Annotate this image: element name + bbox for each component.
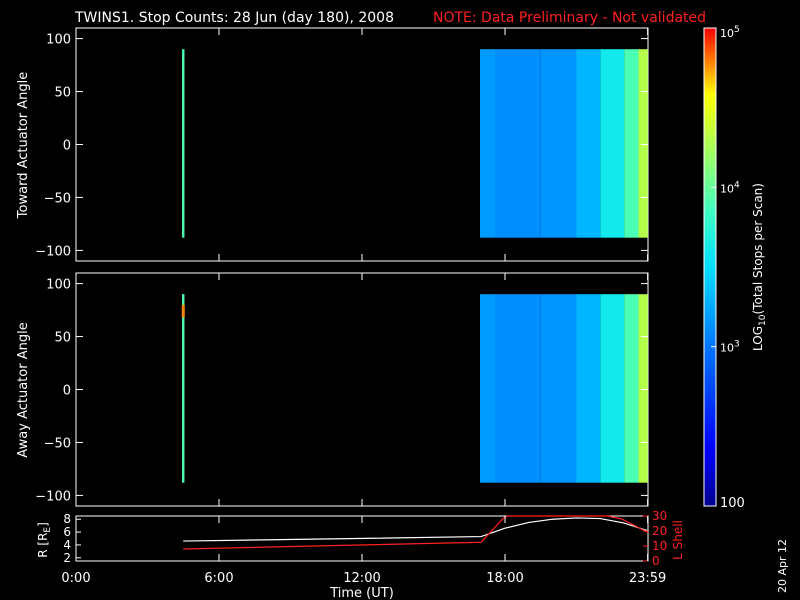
r-tick-label: 2: [63, 551, 71, 565]
panel-toward: 100 50 0 −50 −100 Toward Actuator Angle: [16, 27, 649, 262]
away-hotspot: [181, 304, 185, 318]
time-tick-label: 23:59: [629, 571, 666, 586]
colorbar-tick-label: 105: [720, 25, 740, 40]
toward-segment-3: [540, 49, 577, 238]
toward-segment-6: [624, 49, 639, 238]
heatmap-toward: [182, 49, 648, 238]
r-tick-label: 8: [63, 512, 71, 526]
colorbar-tick-label: 100: [720, 496, 745, 511]
colorbar-tick-label: 104: [720, 180, 740, 195]
ylabel-toward: Toward Actuator Angle: [16, 72, 31, 219]
time-tick-label: 0:00: [61, 571, 90, 586]
colorbar-tick-label: 103: [720, 340, 740, 355]
preliminary-note: NOTE: Data Preliminary - Not validated: [433, 10, 706, 26]
toward-segment-5: [600, 49, 625, 238]
lshell-tick-label: 10: [652, 539, 667, 553]
chart-title: TWINS1. Stop Counts: 28 Jun (day 180), 2…: [74, 10, 394, 26]
away-ytick-label: 50: [54, 331, 71, 346]
away-segment-2: [495, 294, 541, 483]
time-tick-label: 18:00: [486, 571, 523, 586]
away-ytick-label: −50: [44, 436, 71, 451]
date-stamp: 20 Apr 12: [776, 539, 789, 593]
toward-segment-1: [479, 49, 496, 238]
toward-segment-0: [182, 49, 185, 238]
ylabel-lshell: L Shell: [671, 520, 685, 560]
ylabel-away: Away Actuator Angle: [16, 322, 31, 457]
xlabel-time: Time (UT): [329, 586, 394, 600]
time-tick-label: 12:00: [343, 571, 380, 586]
away-segment-4: [576, 294, 601, 483]
away-ytick-label: 100: [46, 278, 71, 293]
toward-ytick-label: −50: [44, 191, 71, 206]
colorbar: 105 104 103 100 LOG10(Total Stops per Scan): [703, 25, 768, 511]
toward-segment-4: [576, 49, 601, 238]
lshell-tick-label: 20: [652, 524, 667, 538]
lshell-tick-label: 30: [652, 509, 667, 523]
toward-ytick-label: −100: [35, 244, 71, 259]
away-segment-0: [182, 294, 185, 483]
away-segment-3: [540, 294, 577, 483]
colorbar-label: LOG10(Total Stops per Scan): [751, 183, 768, 351]
panel-away: 100 50 0 −50 −100 Away Actuator Angle: [16, 272, 649, 507]
toward-ytick-label: 100: [46, 33, 71, 48]
colorbar-gradient: [703, 27, 717, 507]
away-segment-6: [624, 294, 639, 483]
r-trace: [183, 517, 649, 542]
toward-ytick-label: 50: [54, 86, 71, 101]
r-tick-label: 6: [63, 525, 71, 539]
ylabel-r: R [RE]: [36, 522, 53, 558]
heatmap-away: [181, 294, 648, 483]
lshell-trace: [183, 515, 649, 550]
time-tick-label: 6:00: [204, 571, 233, 586]
ephemeris-traces: [183, 515, 649, 550]
y-axis-ticks-away: 100 50 0 −50 −100: [35, 278, 648, 504]
time-axis: 0:00 6:00 12:00 18:00 23:59: [61, 28, 666, 586]
colorbar-ticks: 105 104 103 100: [711, 25, 745, 511]
away-segment-7: [638, 294, 648, 483]
r-tick-label: 4: [63, 538, 71, 552]
away-segment-1: [479, 294, 496, 483]
away-ytick-label: 0: [63, 384, 71, 399]
toward-segment-2: [495, 49, 541, 238]
away-ytick-label: −100: [35, 489, 71, 504]
lshell-tick-label: 0: [652, 554, 660, 568]
toward-ytick-label: 0: [63, 139, 71, 154]
toward-segment-7: [638, 49, 648, 238]
away-segment-5: [600, 294, 625, 483]
y-axis-ticks-toward: 100 50 0 −50 −100: [35, 33, 648, 259]
